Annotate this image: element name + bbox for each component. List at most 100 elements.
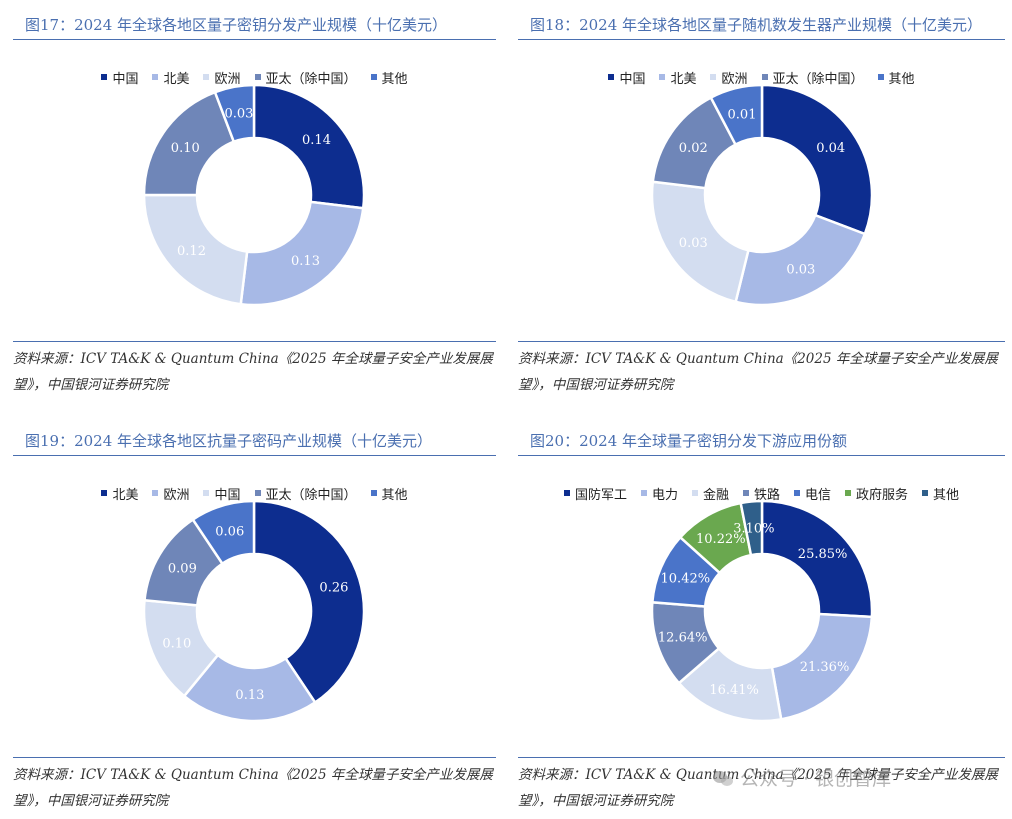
legend-swatch xyxy=(152,490,159,496)
legend-swatch xyxy=(608,74,615,80)
donut-chart: 0.04 0.03 0.03 0.02 0.01 xyxy=(650,83,874,307)
data-label: 0.03 xyxy=(786,262,815,277)
legend-label: 金融 xyxy=(702,487,729,503)
legend-label: 亚太（除中国） xyxy=(265,71,357,87)
chart-title: 图20：2024 年全球量子密钥分发下游应用份额 xyxy=(530,432,848,450)
donut-slice xyxy=(239,200,365,307)
chart-panel-2: 图18：2024 年全球各地区量子随机数发生器产业规模（十亿美元） 中国 北美 欧洲… xyxy=(518,8,1005,400)
legend-item: 其他 xyxy=(370,68,408,87)
chart-panel-3: 图19：2024 年全球各地区抗量子密码产业规模（十亿美元） 北美 欧洲 中国 亚太（… xyxy=(13,424,496,816)
data-label: 0.13 xyxy=(235,688,264,703)
source-divider xyxy=(13,757,496,758)
source-divider xyxy=(518,341,1005,342)
legend-swatch xyxy=(254,490,261,496)
legend-item: 政府服务 xyxy=(845,484,909,503)
legend-swatch xyxy=(203,490,210,496)
legend-item: 亚太（除中国） xyxy=(761,68,864,87)
legend-swatch xyxy=(794,490,800,496)
chart-panel-4: 图20：2024 年全球量子密钥分发下游应用份额 国防军工 电力 金融 铁路 电信 政府服… xyxy=(518,424,1005,816)
legend-item: 欧洲 xyxy=(203,68,241,87)
source-note: 资料来源：ICV TA&K & Quantum China《2025 年全球量子… xyxy=(518,351,998,393)
legend-label: 其他 xyxy=(888,71,915,87)
legend-swatch xyxy=(640,490,647,496)
data-label: 10.42% xyxy=(661,571,711,586)
legend-swatch xyxy=(659,74,666,80)
donut-slice xyxy=(734,213,867,307)
donut-chart: 0.26 0.13 0.10 0.09 0.06 xyxy=(142,499,366,723)
legend-label: 电力 xyxy=(651,487,678,503)
legend-label: 北美 xyxy=(670,71,697,87)
legend-item: 中国 xyxy=(203,484,241,503)
donut-slice xyxy=(760,499,874,619)
data-label: 0.03 xyxy=(679,236,708,251)
data-label: 3.10% xyxy=(733,521,774,536)
title-divider xyxy=(13,455,496,456)
source-note: 资料来源：ICV TA&K & Quantum China《2025 年全球量子… xyxy=(13,351,493,393)
chart-title: 图17：2024 年全球各地区量子密钥分发产业规模（十亿美元） xyxy=(25,16,448,34)
title-divider xyxy=(518,455,1005,456)
legend-swatch xyxy=(710,74,717,80)
data-label: 21.36% xyxy=(800,660,850,675)
source-note: 资料来源：ICV TA&K & Quantum China《2025 年全球量子… xyxy=(518,767,998,809)
donut-slice xyxy=(142,90,236,197)
legend-label: 亚太（除中国） xyxy=(772,71,864,87)
chart-title: 图19：2024 年全球各地区抗量子密码产业规模（十亿美元） xyxy=(25,432,433,450)
data-label: 0.09 xyxy=(168,562,197,577)
legend-swatch xyxy=(203,74,210,80)
legend-item: 亚太（除中国） xyxy=(254,484,357,503)
watermark-text: 公众号 · 银创智库 xyxy=(740,768,892,790)
watermark: 公众号 · 银创智库 xyxy=(712,764,891,791)
data-label: 0.06 xyxy=(215,525,244,540)
legend-label: 中国 xyxy=(112,71,139,87)
data-label: 0.04 xyxy=(816,141,845,156)
donut-slice xyxy=(252,83,366,210)
legend-label: 政府服务 xyxy=(856,487,909,503)
data-label: 10.22% xyxy=(696,532,746,547)
data-label: 0.03 xyxy=(224,106,253,121)
donut-slice xyxy=(760,83,874,236)
donut-slice xyxy=(709,83,764,147)
legend-label: 欧洲 xyxy=(721,71,748,87)
source-note: 资料来源：ICV TA&K & Quantum China《2025 年全球量子… xyxy=(13,767,493,809)
legend-item: 电力 xyxy=(640,484,678,503)
data-label: 0.10 xyxy=(171,141,200,156)
donut-slice xyxy=(191,499,256,566)
legend-label: 北美 xyxy=(163,71,190,87)
chart-legend: 中国 北美 欧洲 亚太（除中国） 其他 xyxy=(518,68,1005,87)
data-label: 0.01 xyxy=(728,107,757,122)
legend-swatch xyxy=(370,74,377,80)
legend-label: 中国 xyxy=(619,71,646,87)
donut-slice xyxy=(739,499,764,557)
legend-item: 中国 xyxy=(101,68,139,87)
legend-label: 亚太（除中国） xyxy=(265,487,357,503)
legend-label: 其他 xyxy=(381,487,408,503)
legend-item: 金融 xyxy=(691,484,729,503)
data-label: 0.12 xyxy=(177,244,206,259)
legend-item: 铁路 xyxy=(742,484,780,503)
legend-swatch xyxy=(101,490,108,496)
legend-item: 国防军工 xyxy=(563,484,627,503)
legend-item: 北美 xyxy=(659,68,697,87)
legend-swatch xyxy=(877,74,884,80)
legend-swatch xyxy=(922,490,929,496)
donut-chart: 0.14 0.13 0.12 0.10 0.03 xyxy=(142,83,366,307)
legend-label: 北美 xyxy=(112,487,139,503)
legend-item: 欧洲 xyxy=(710,68,748,87)
legend-swatch xyxy=(691,490,698,496)
chart-legend: 中国 北美 欧洲 亚太（除中国） 其他 xyxy=(13,68,496,87)
legend-item: 北美 xyxy=(101,484,139,503)
legend-swatch xyxy=(563,490,570,496)
legend-item: 其他 xyxy=(922,484,960,503)
legend-item: 其他 xyxy=(877,68,915,87)
source-divider xyxy=(518,757,1005,758)
legend-label: 其他 xyxy=(933,487,960,503)
legend-label: 中国 xyxy=(214,487,241,503)
wechat-icon xyxy=(712,770,734,788)
legend-item: 中国 xyxy=(608,68,646,87)
data-label: 25.85% xyxy=(798,547,848,562)
data-label: 0.13 xyxy=(291,254,320,269)
data-label: 0.10 xyxy=(162,636,191,651)
legend-label: 铁路 xyxy=(753,487,780,503)
legend-label: 欧洲 xyxy=(163,487,190,503)
legend-item: 电信 xyxy=(794,484,831,503)
